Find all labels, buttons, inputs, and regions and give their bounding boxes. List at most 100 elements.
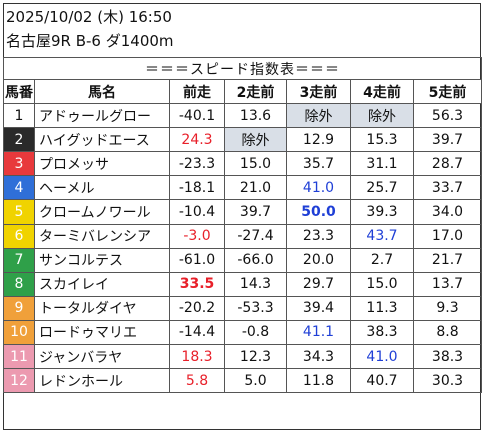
col-header-prev5: 5走前 — [413, 78, 482, 105]
horse-name: スカイレイ — [34, 271, 170, 297]
prev1-index: -23.3 — [169, 151, 225, 177]
table-row: 6 ターミバレンシア -3.0 -27.4 23.3 43.7 17.0 — [3, 223, 482, 249]
horse-number: 7 — [3, 247, 35, 273]
table-row: 10 ロードゥマリエ -14.4 -0.8 41.1 38.3 8.8 — [3, 319, 482, 346]
prev5-index: 21.7 — [413, 247, 482, 273]
prev4-index: 43.7 — [350, 223, 414, 249]
prev3-index: 20.0 — [286, 247, 351, 273]
prev5-index: 28.7 — [413, 151, 482, 177]
prev1-index: 33.5 — [169, 271, 225, 297]
col-header-prev2: 2走前 — [224, 78, 287, 105]
horse-name: ハイグッドエース — [34, 127, 170, 153]
prev4-index: 31.1 — [350, 151, 414, 177]
horse-name: サンコルテス — [34, 247, 170, 273]
horse-number: 4 — [3, 175, 35, 201]
prev4-index: 2.7 — [350, 247, 414, 273]
prev2-index: -0.8 — [224, 319, 287, 346]
prev3-index: 34.3 — [286, 344, 351, 370]
horse-number: 9 — [3, 295, 35, 321]
horse-name: ヘーメル — [34, 175, 170, 201]
prev4-index: 15.0 — [350, 271, 414, 297]
horse-number: 12 — [3, 368, 35, 394]
prev4-index: 39.3 — [350, 199, 414, 225]
horse-number: 2 — [3, 127, 35, 153]
table-row: 7 サンコルテス -61.0 -66.0 20.0 2.7 21.7 — [3, 247, 482, 273]
prev3-index: 11.8 — [286, 368, 351, 394]
table-row: 5 クロームノワール -10.4 39.7 50.0 39.3 34.0 — [3, 199, 482, 225]
prev2-index: 15.0 — [224, 151, 287, 177]
prev2-index: -27.4 — [224, 223, 287, 249]
horse-number: 5 — [3, 199, 35, 225]
col-header-prev3: 3走前 — [286, 78, 351, 105]
table-row: 9 トータルダイヤ -20.2 -53.3 39.4 11.3 9.3 — [3, 295, 482, 321]
horse-name: アドゥールグロー — [34, 103, 170, 129]
table-row: 1 アドゥールグロー -40.1 13.6 除外 除外 56.3 — [3, 103, 482, 129]
prev1-index: 5.8 — [169, 368, 225, 394]
prev1-index: -61.0 — [169, 247, 225, 273]
prev2-index: 除外 — [224, 127, 287, 153]
prev2-index: -66.0 — [224, 247, 287, 273]
prev4-index: 除外 — [350, 103, 414, 129]
prev5-index: 38.3 — [413, 344, 482, 370]
col-header-prev1: 前走 — [169, 78, 225, 105]
prev3-index: 23.3 — [286, 223, 351, 249]
col-header-number: 馬番 — [3, 78, 35, 105]
race-datetime: 2025/10/02 (木) 16:50 — [6, 8, 172, 26]
prev1-index: 18.3 — [169, 344, 225, 370]
prev5-index: 13.7 — [413, 271, 482, 297]
table-title: ＝＝＝スピード指数表＝＝＝ — [3, 57, 482, 80]
horse-number: 8 — [3, 271, 35, 297]
table-row: 4 ヘーメル -18.1 21.0 41.0 25.7 33.7 — [3, 175, 482, 201]
prev1-index: -20.2 — [169, 295, 225, 321]
table-header-row: 馬番 馬名 前走 2走前 3走前 4走前 5走前 — [3, 78, 482, 105]
prev5-index: 9.3 — [413, 295, 482, 321]
horse-name: ターミバレンシア — [34, 223, 170, 249]
table-row: 2 ハイグッドエース 24.3 除外 12.9 15.3 39.7 — [3, 127, 482, 153]
prev3-index: 35.7 — [286, 151, 351, 177]
horse-number: 6 — [3, 223, 35, 249]
prev1-index: -14.4 — [169, 319, 225, 346]
horse-name: ロードゥマリエ — [34, 319, 170, 346]
prev4-index: 15.3 — [350, 127, 414, 153]
table-row: 12 レドンホール 5.8 5.0 11.8 40.7 30.3 — [3, 368, 482, 394]
prev1-index: -3.0 — [169, 223, 225, 249]
prev5-index: 56.3 — [413, 103, 482, 129]
table-row: 3 プロメッサ -23.3 15.0 35.7 31.1 28.7 — [3, 151, 482, 177]
prev2-index: 5.0 — [224, 368, 287, 394]
col-header-prev4: 4走前 — [350, 78, 414, 105]
prev5-index: 34.0 — [413, 199, 482, 225]
prev5-index: 39.7 — [413, 127, 482, 153]
prev3-index: 12.9 — [286, 127, 351, 153]
prev2-index: 14.3 — [224, 271, 287, 297]
prev3-index: 除外 — [286, 103, 351, 129]
horse-number: 3 — [3, 151, 35, 177]
prev2-index: 12.3 — [224, 344, 287, 370]
prev4-index: 41.0 — [350, 344, 414, 370]
prev5-index: 30.3 — [413, 368, 482, 394]
prev2-index: 21.0 — [224, 175, 287, 201]
prev5-index: 8.8 — [413, 319, 482, 346]
speed-index-table: ＝＝＝スピード指数表＝＝＝ 馬番 馬名 前走 2走前 3走前 4走前 5走前 1… — [3, 57, 482, 394]
horse-name: ジャンバラヤ — [34, 344, 170, 370]
table-row: 11 ジャンバラヤ 18.3 12.3 34.3 41.0 38.3 — [3, 344, 482, 370]
prev5-index: 33.7 — [413, 175, 482, 201]
prev1-index: -18.1 — [169, 175, 225, 201]
horse-name: トータルダイヤ — [34, 295, 170, 321]
horse-name: プロメッサ — [34, 151, 170, 177]
horse-name: レドンホール — [34, 368, 170, 394]
prev3-index: 39.4 — [286, 295, 351, 321]
horse-name: クロームノワール — [34, 199, 170, 225]
prev1-index: 24.3 — [169, 127, 225, 153]
horse-number: 11 — [3, 344, 35, 370]
prev2-index: 39.7 — [224, 199, 287, 225]
prev3-index: 41.1 — [286, 319, 351, 346]
prev2-index: -53.3 — [224, 295, 287, 321]
prev3-index: 41.0 — [286, 175, 351, 201]
prev4-index: 11.3 — [350, 295, 414, 321]
col-header-horse: 馬名 — [34, 78, 170, 105]
prev1-index: -40.1 — [169, 103, 225, 129]
prev1-index: -10.4 — [169, 199, 225, 225]
prev5-index: 17.0 — [413, 223, 482, 249]
prev4-index: 38.3 — [350, 319, 414, 346]
prev4-index: 25.7 — [350, 175, 414, 201]
